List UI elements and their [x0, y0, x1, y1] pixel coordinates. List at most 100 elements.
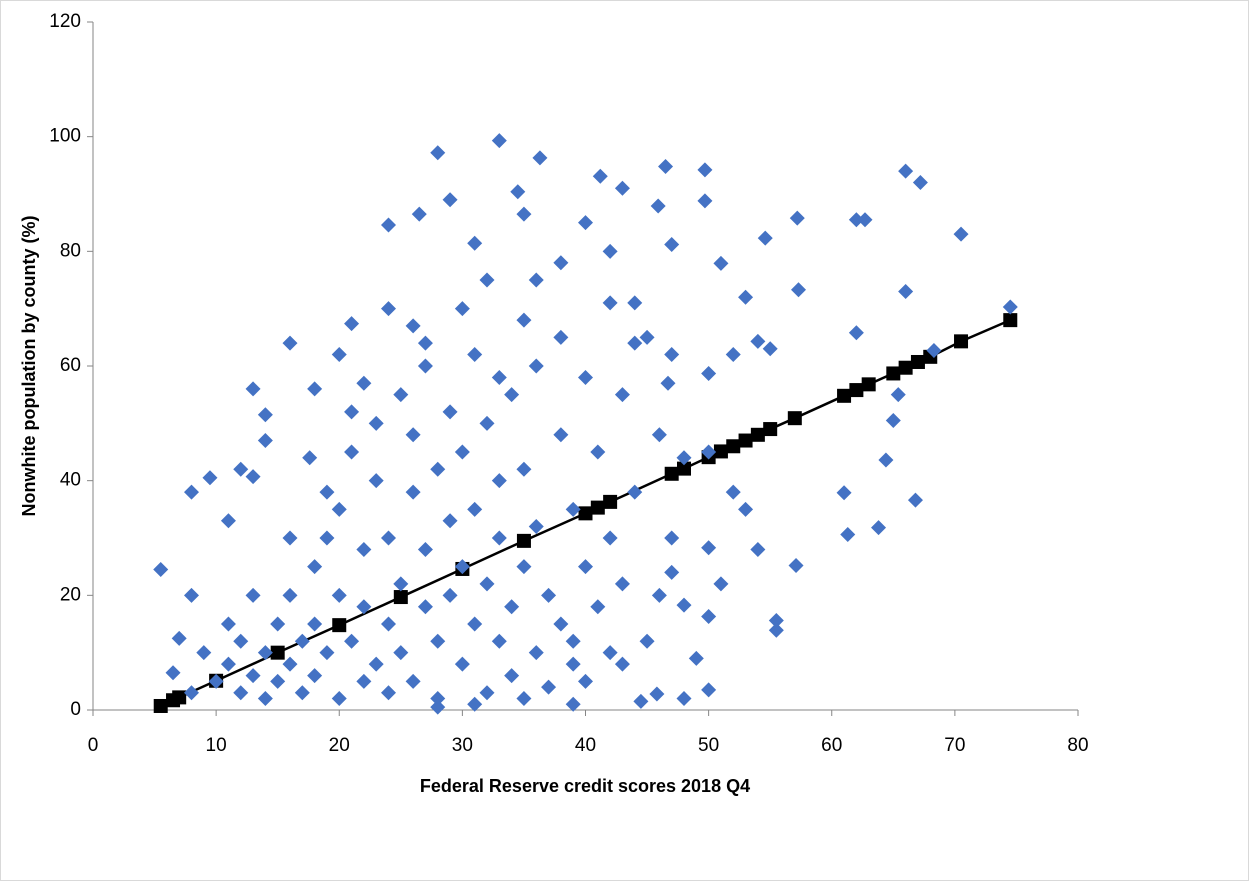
diamond-marker	[750, 541, 766, 557]
diamond-marker	[442, 513, 458, 529]
diamond-marker	[688, 650, 704, 666]
series	[153, 313, 1018, 713]
diamond-marker	[553, 329, 569, 345]
diamond-marker	[697, 193, 713, 209]
diamond-marker	[926, 343, 942, 359]
diamond-marker	[750, 333, 766, 349]
diamond-marker	[788, 558, 804, 574]
square-marker	[954, 334, 969, 349]
diamond-marker	[319, 530, 335, 546]
diamond-marker	[516, 559, 532, 575]
diamond-marker	[442, 192, 458, 208]
diamond-marker	[331, 587, 347, 603]
square-marker	[787, 411, 802, 426]
diamond-marker	[541, 679, 557, 695]
square-marker	[738, 433, 753, 448]
diamond-marker	[762, 341, 778, 357]
diamond-marker	[294, 685, 310, 701]
diamond-marker	[528, 358, 544, 374]
diamond-marker	[614, 387, 630, 403]
diamond-marker	[510, 184, 526, 200]
diamond-marker	[725, 347, 741, 363]
diamond-marker	[356, 541, 372, 557]
diamond-marker	[479, 415, 495, 431]
square-marker	[677, 461, 691, 476]
diamond-marker	[614, 180, 630, 196]
diamond-marker	[257, 645, 273, 661]
diamond-marker	[836, 485, 852, 501]
diamond-marker	[701, 365, 717, 381]
diamond-marker	[1002, 299, 1018, 315]
diamond-marker	[553, 616, 569, 632]
diamond-marker	[532, 150, 548, 166]
diamond-marker	[660, 375, 676, 391]
diamond-marker	[381, 217, 396, 233]
diamond-marker	[454, 559, 470, 575]
diamond-marker	[454, 656, 470, 672]
diamond-marker	[368, 473, 384, 489]
diamond-marker	[701, 682, 717, 698]
diamond-marker	[165, 665, 181, 681]
diamond-marker	[565, 656, 581, 672]
diamond-marker	[768, 613, 784, 629]
diamond-marker	[344, 404, 360, 420]
diamond-marker	[907, 492, 923, 508]
square-marker	[664, 466, 679, 481]
diamond-marker	[565, 696, 581, 712]
diamond-marker	[393, 576, 409, 592]
diamond-marker	[411, 206, 427, 222]
y-tick-label: 20	[60, 584, 81, 605]
square-marker	[1003, 313, 1018, 328]
diamond-marker	[713, 255, 729, 271]
diamond-marker	[885, 412, 901, 428]
diamond-marker	[282, 587, 298, 603]
diamond-marker	[405, 318, 421, 334]
diamond-marker	[491, 473, 507, 489]
diamond-marker	[658, 158, 674, 174]
diamond-marker	[331, 347, 347, 363]
diamond-marker	[245, 587, 261, 603]
diamond-marker	[602, 295, 618, 311]
diamond-marker	[565, 633, 581, 649]
x-tick-label: 30	[452, 735, 473, 756]
diamond-marker	[344, 444, 360, 460]
diamond-marker	[848, 325, 864, 341]
diamond-marker	[491, 530, 507, 546]
diamond-marker	[602, 243, 618, 259]
diamond-marker	[430, 461, 446, 477]
x-tick-label: 20	[329, 735, 350, 756]
diamond-marker	[738, 501, 754, 517]
diamond-marker	[454, 301, 470, 317]
x-tick-label: 70	[944, 735, 965, 756]
diamond-marker	[614, 576, 630, 592]
diamond-marker	[245, 668, 261, 684]
diamond-marker	[307, 616, 323, 632]
diamond-marker	[701, 540, 717, 556]
diamond-marker	[282, 530, 298, 546]
diamond-marker	[848, 212, 864, 228]
diamond-marker	[270, 616, 286, 632]
diamond-marker	[344, 633, 360, 649]
diamond-marker	[491, 633, 507, 649]
diamond-marker	[676, 597, 692, 613]
diamond-marker	[331, 691, 347, 707]
diamond-marker	[356, 673, 372, 689]
diamond-marker	[840, 527, 856, 543]
diamond-marker	[491, 369, 507, 385]
y-tick-label: 0	[70, 699, 81, 720]
x-tick-label: 80	[1067, 735, 1088, 756]
diamond-marker	[467, 501, 483, 517]
diamond-marker	[757, 230, 773, 246]
diamond-marker	[417, 358, 433, 374]
diamond-marker	[257, 407, 273, 423]
diamond-marker	[307, 559, 323, 575]
x-tick-label: 50	[698, 735, 719, 756]
diamond-marker	[590, 444, 606, 460]
square-marker	[590, 500, 605, 515]
square-marker	[516, 533, 531, 548]
diamond-marker	[651, 587, 667, 603]
diamond-marker	[553, 255, 569, 271]
y-tick-label: 80	[60, 240, 81, 261]
diamond-marker	[697, 162, 713, 178]
